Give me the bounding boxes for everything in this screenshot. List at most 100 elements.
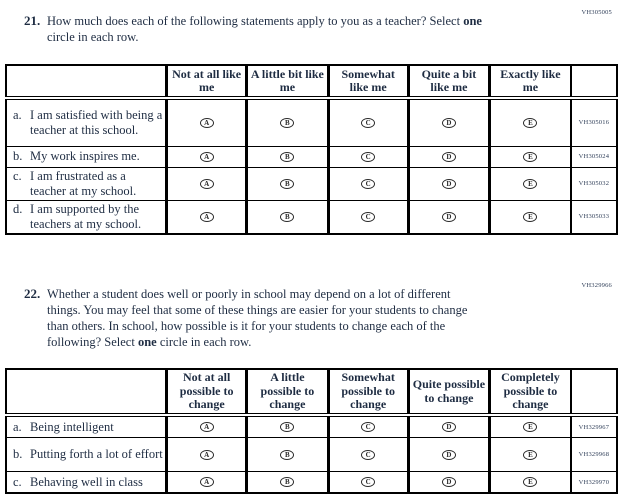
answer-bubble[interactable]: B — [280, 151, 295, 162]
q22-response-table: Not at all possible to change A little p… — [5, 368, 618, 494]
answer-bubble[interactable]: D — [441, 422, 456, 433]
answer-bubble[interactable]: D — [441, 118, 456, 129]
answer-cell: B — [245, 471, 329, 493]
column-header: Quite possible to change — [406, 369, 490, 417]
table-row: a. Being intelligent A B C D E VH329967 — [6, 414, 617, 438]
answer-cell: A — [165, 97, 247, 146]
answer-bubble[interactable]: B — [280, 118, 295, 129]
q22-statement-header — [6, 369, 167, 417]
answer-cell: E — [488, 199, 571, 234]
q21-statement-header — [6, 65, 167, 100]
answer-cell: C — [326, 471, 409, 493]
answer-cell: D — [406, 199, 490, 234]
table-row: c. Behaving well in class A B C D E VH329… — [6, 471, 617, 493]
item-code: VH305033 — [569, 199, 617, 234]
answer-bubble[interactable]: D — [441, 178, 456, 189]
answer-cell: A — [165, 145, 247, 167]
answer-bubble[interactable]: C — [361, 151, 376, 162]
answer-bubble[interactable]: E — [523, 178, 538, 189]
row-letter: a. — [13, 419, 22, 434]
statement-cell: c. Behaving well in class — [6, 471, 167, 493]
statement-cell: a. I am satisfied with being a teacher at… — [6, 97, 167, 146]
q22-accession-code: VH329966 — [581, 282, 612, 289]
statement-cell: b. My work inspires me. — [6, 145, 167, 167]
table-row: d. I am supported by the teachers at my s… — [6, 199, 617, 234]
answer-bubble[interactable]: E — [523, 211, 538, 222]
answer-bubble[interactable]: E — [523, 477, 538, 488]
answer-cell: C — [326, 166, 409, 200]
answer-bubble[interactable]: B — [280, 178, 295, 189]
answer-bubble[interactable]: A — [199, 151, 214, 162]
statement-text: Behaving well in class — [30, 474, 143, 489]
answer-bubble[interactable]: A — [199, 211, 214, 222]
item-code: VH329967 — [569, 414, 617, 438]
answer-cell: E — [488, 145, 571, 167]
statement-text: Being intelligent — [30, 419, 114, 434]
answer-cell: C — [326, 414, 409, 438]
item-code: VH305024 — [569, 145, 617, 167]
answer-cell: E — [488, 97, 571, 146]
answer-bubble[interactable]: C — [361, 211, 376, 222]
answer-bubble[interactable]: B — [280, 422, 295, 433]
answer-cell: B — [245, 414, 329, 438]
item-code: VH329970 — [569, 471, 617, 493]
answer-bubble[interactable]: D — [441, 449, 456, 460]
statement-cell: c. I am frustrated as a teacher at my sch… — [6, 166, 167, 200]
row-letter: c. — [13, 168, 22, 183]
answer-cell: E — [488, 471, 571, 493]
answer-bubble[interactable]: C — [361, 477, 376, 488]
statement-text: I am satisfied with being a teacher at t… — [30, 107, 163, 137]
code-column-header — [569, 65, 617, 100]
answer-bubble[interactable]: C — [361, 178, 376, 189]
answer-bubble[interactable]: B — [280, 449, 295, 460]
statement-cell: a. Being intelligent — [6, 414, 167, 438]
answer-bubble[interactable]: A — [199, 477, 214, 488]
answer-cell: A — [165, 199, 247, 234]
statement-text: I am supported by the teachers at my sch… — [30, 201, 142, 231]
answer-bubble[interactable]: C — [361, 449, 376, 460]
answer-bubble[interactable]: A — [199, 449, 214, 460]
answer-bubble[interactable]: A — [199, 178, 214, 189]
table-row: b. My work inspires me. A B C D E VH30502… — [6, 145, 617, 167]
statement-cell: b. Putting forth a lot of effort — [6, 437, 167, 472]
answer-bubble[interactable]: C — [361, 422, 376, 433]
answer-bubble[interactable]: A — [199, 422, 214, 433]
table-row: a. I am satisfied with being a teacher at… — [6, 97, 617, 146]
answer-cell: E — [488, 166, 571, 200]
answer-cell: D — [406, 471, 490, 493]
question-22: 22. Whether a student does well or poorl… — [24, 286, 599, 350]
column-header: Not at all like me — [165, 65, 247, 100]
item-code: VH305016 — [569, 97, 617, 146]
answer-cell: A — [165, 471, 247, 493]
answer-bubble[interactable]: E — [523, 449, 538, 460]
q21-accession-code: VH305005 — [581, 9, 612, 16]
answer-bubble[interactable]: D — [441, 211, 456, 222]
statement-text: Putting forth a lot of effort — [30, 447, 163, 461]
answer-bubble[interactable]: A — [199, 118, 214, 129]
item-code: VH305032 — [569, 166, 617, 200]
answer-bubble[interactable]: B — [280, 477, 295, 488]
answer-bubble[interactable]: C — [361, 118, 376, 129]
statement-cell: d. I am supported by the teachers at my s… — [6, 199, 167, 234]
row-letter: c. — [13, 474, 22, 489]
answer-bubble[interactable]: D — [441, 151, 456, 162]
answer-bubble[interactable]: B — [280, 211, 295, 222]
question-21: 21. How much does each of the following … — [24, 13, 584, 45]
answer-bubble[interactable]: E — [523, 118, 538, 129]
answer-cell: D — [406, 437, 490, 472]
answer-cell: C — [326, 97, 409, 146]
code-column-header — [569, 369, 617, 417]
answer-cell: C — [326, 437, 409, 472]
answer-bubble[interactable]: E — [523, 422, 538, 433]
question-22-text: Whether a student does well or poorly in… — [47, 287, 468, 349]
q21-response-table: Not at all like me A little bit like me … — [5, 64, 618, 235]
row-letter: a. — [13, 107, 22, 122]
answer-bubble[interactable]: D — [441, 477, 456, 488]
answer-cell: A — [165, 166, 247, 200]
answer-cell: B — [245, 199, 329, 234]
answer-cell: D — [406, 97, 490, 146]
answer-cell: C — [326, 199, 409, 234]
answer-bubble[interactable]: E — [523, 151, 538, 162]
answer-cell: E — [488, 437, 571, 472]
